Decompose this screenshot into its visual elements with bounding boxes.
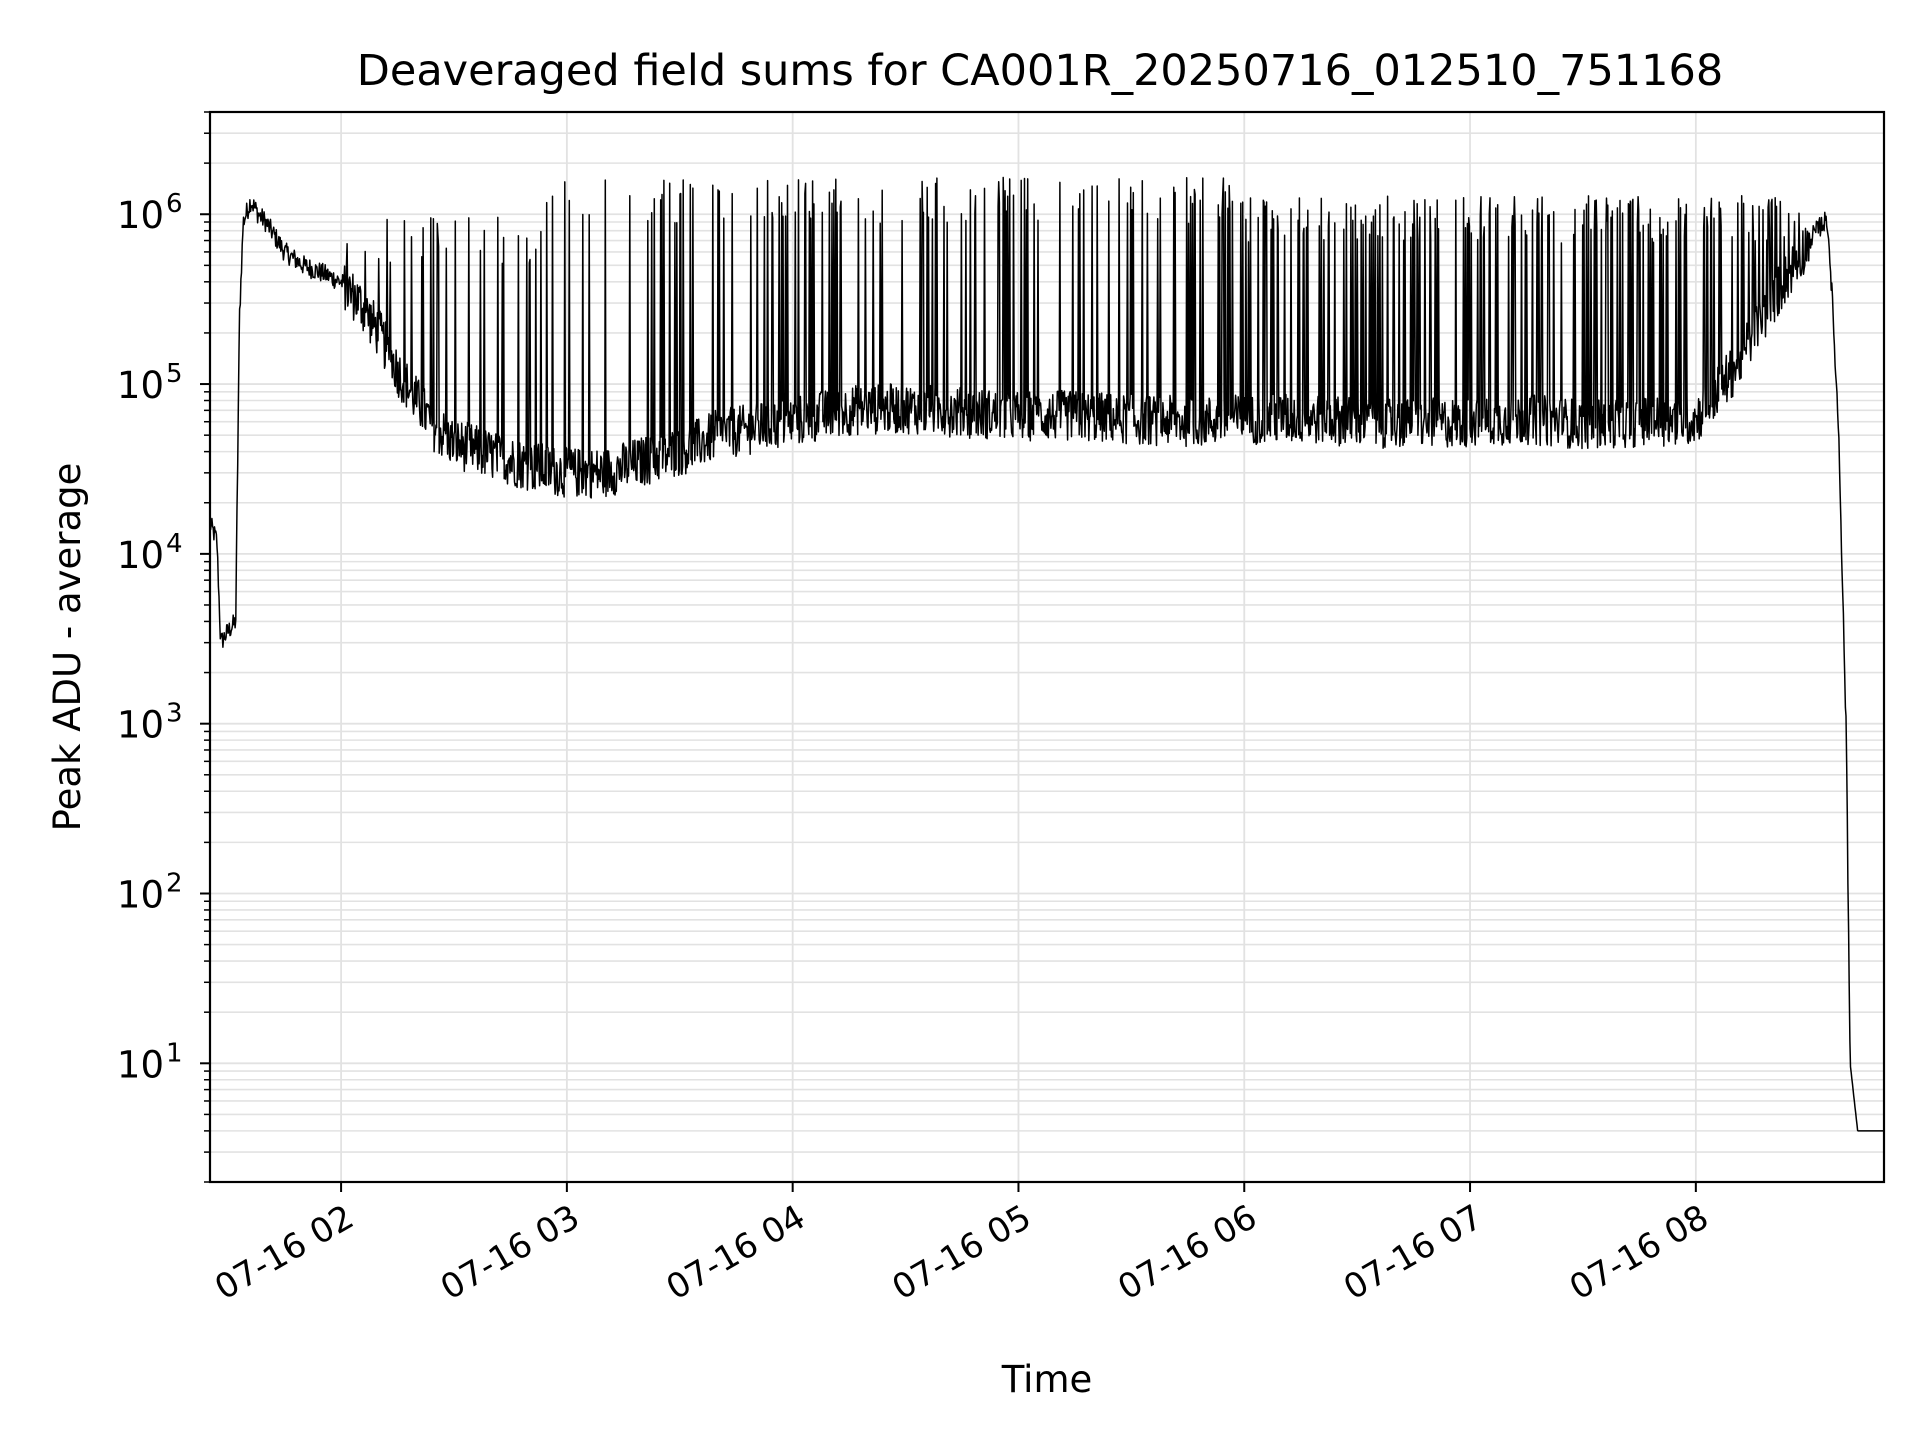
y-axis-label: Peak ADU - average <box>46 463 89 832</box>
y-tick-label: 10 <box>117 1043 164 1086</box>
y-tick-label: 10 <box>117 534 164 577</box>
chart-title: Deaveraged field sums for CA001R_2025071… <box>357 46 1723 96</box>
y-tick-label: 10 <box>117 704 164 747</box>
y-tick-label-exponent: 2 <box>166 868 183 898</box>
y-tick-label-exponent: 6 <box>166 189 183 219</box>
y-tick-label-exponent: 3 <box>166 699 183 729</box>
plot-frame <box>208 110 1886 1184</box>
y-tick-label: 10 <box>117 873 164 916</box>
y-tick-label-exponent: 4 <box>166 529 183 559</box>
data-line <box>209 176 1885 1132</box>
y-tick-label: 10 <box>117 364 164 407</box>
y-tick-label-exponent: 5 <box>166 359 183 389</box>
data-layer <box>209 176 1885 1132</box>
y-tick-label: 10 <box>117 194 164 237</box>
x-axis-label: Time <box>1001 1358 1093 1401</box>
y-tick-label-exponent: 1 <box>166 1038 183 1068</box>
